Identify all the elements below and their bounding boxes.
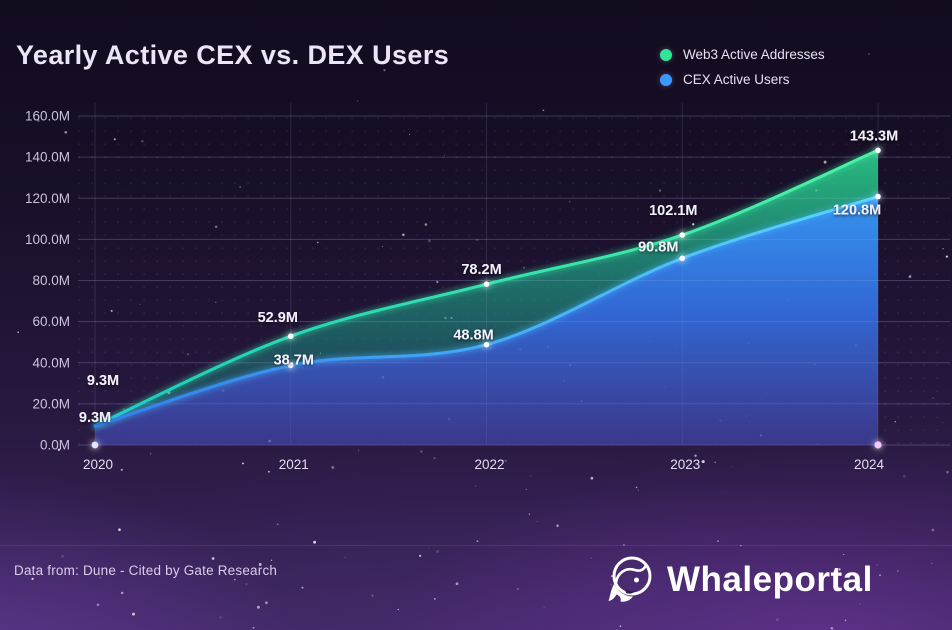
y-tick-label: 0.0M (40, 438, 70, 453)
legend-label-cex: CEX Active Users (683, 72, 790, 87)
y-tick-label: 100.0M (25, 232, 70, 247)
data-point-web3-2024 (875, 147, 881, 154)
legend-item-web3: Web3 Active Addresses (660, 47, 825, 62)
x-tick-label: 2020 (83, 457, 113, 472)
value-label-cex-2020: 9.3M (87, 373, 119, 389)
axis-glow-right (874, 441, 882, 449)
y-tick-label: 60.0M (32, 314, 70, 329)
legend-label-web3: Web3 Active Addresses (683, 47, 825, 62)
value-label-web3-2024: 143.3M (850, 128, 898, 144)
data-point-cex-2023 (679, 255, 686, 262)
value-label-web3-2021: 52.9M (258, 310, 298, 326)
data-point-web3-2022 (483, 281, 490, 288)
x-tick-label: 2022 (474, 457, 504, 472)
data-point-web3-2021 (287, 333, 294, 340)
y-tick-label: 140.0M (25, 150, 70, 165)
value-label-cex-2021: 38.7M (274, 352, 314, 368)
whale-icon (608, 556, 652, 602)
y-tick-label: 20.0M (32, 396, 70, 411)
value-label-cex-2024: 120.8M (833, 203, 881, 219)
data-point-cex-2021 (287, 362, 294, 369)
x-tick-label: 2024 (854, 457, 885, 472)
brand-name: Whaleportal (667, 560, 873, 599)
y-tick-label: 40.0M (32, 355, 70, 370)
data-point-cex-2024 (875, 193, 881, 200)
brand-logo: Whaleportal (605, 553, 873, 607)
legend-swatch-web3 (660, 48, 672, 61)
data-point-web3-2023 (679, 232, 686, 238)
data-point-cex-2022 (483, 341, 490, 348)
data-source-note: Data from: Dune - Cited by Gate Research (14, 563, 278, 578)
legend-item-cex: CEX Active Users (660, 72, 825, 87)
y-tick-label: 120.0M (25, 191, 70, 206)
footer-divider (0, 545, 952, 546)
value-label-web3-2020: 9.3M (79, 410, 111, 426)
axis-glow-left (91, 441, 99, 449)
value-label-web3-2023: 102.1M (649, 203, 697, 219)
y-tick-label: 80.0M (32, 273, 70, 288)
legend-swatch-cex (660, 73, 672, 86)
x-tick-label: 2021 (279, 457, 309, 472)
legend: Web3 Active Addresses CEX Active Users (660, 47, 825, 87)
value-label-web3-2022: 78.2M (461, 262, 501, 278)
value-label-cex-2023: 90.8M (638, 239, 678, 255)
chart-title: Yearly Active CEX vs. DEX Users (16, 40, 450, 70)
x-tick-label: 2023 (670, 457, 700, 472)
value-label-cex-2022: 48.8M (453, 328, 493, 344)
y-tick-label: 160.0M (25, 109, 70, 124)
